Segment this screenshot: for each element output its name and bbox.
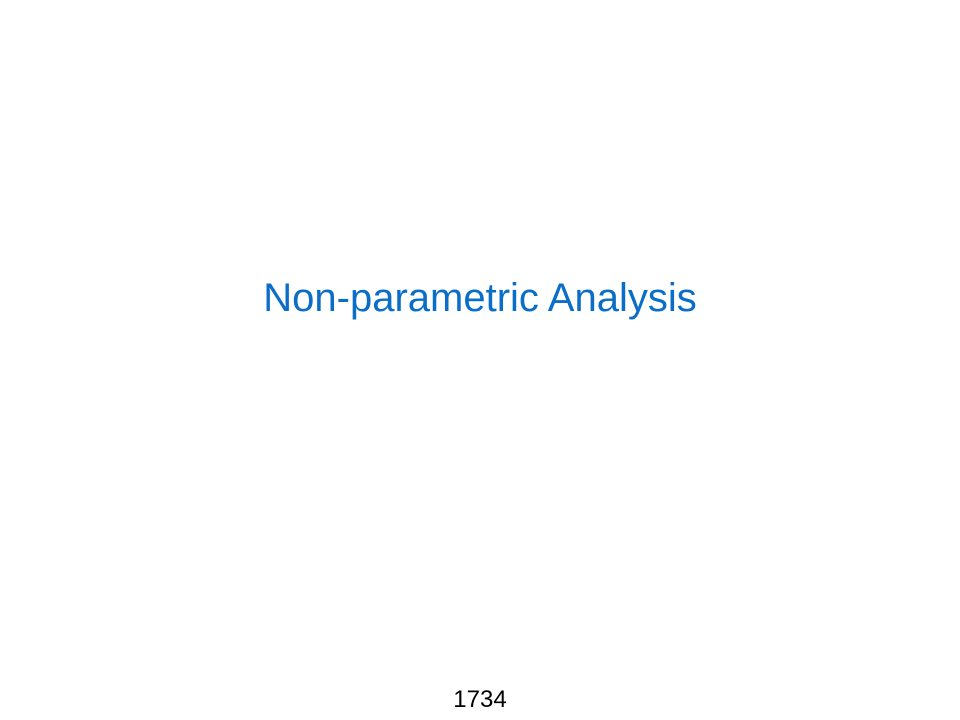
page-number: 1734 <box>453 686 507 713</box>
slide-title: Non-parametric Analysis <box>263 276 697 320</box>
